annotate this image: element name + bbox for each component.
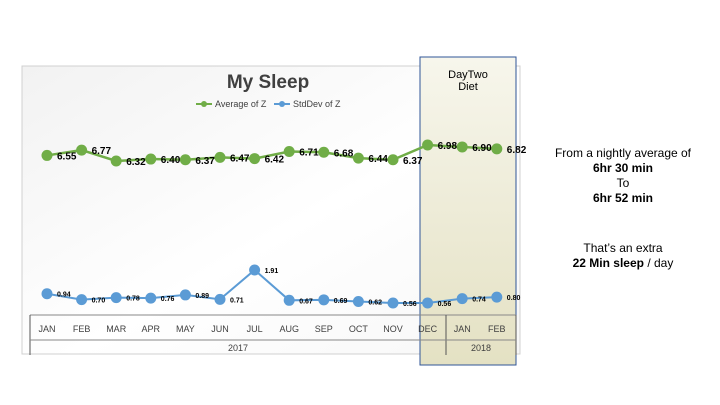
stddev-point [422, 297, 434, 309]
avg-point [249, 153, 261, 165]
avg-data-label: 6.37 [195, 156, 215, 167]
avg-data-label: 6.68 [334, 148, 354, 159]
side-note-line-1: From a nightly average of [554, 146, 692, 160]
avg-data-label: 6.77 [92, 146, 112, 157]
year-group-label: 2017 [228, 343, 248, 353]
avg-point [214, 151, 226, 163]
avg-point [422, 139, 434, 151]
avg-point [387, 154, 399, 166]
avg-point [318, 146, 330, 158]
stddev-data-label: 0.80 [507, 295, 521, 302]
stddev-point [387, 297, 399, 309]
side-note-line-2: 6hr 30 min [592, 161, 654, 175]
stddev-point [352, 296, 364, 308]
stddev-point [214, 293, 226, 305]
avg-data-label: 6.71 [299, 148, 319, 159]
x-tick-label: JAN [454, 324, 471, 334]
side-note-extra-bold: 22 Min sleep [572, 256, 644, 270]
side-note-line-4: 6hr 52 min [592, 191, 654, 205]
avg-point [41, 149, 53, 161]
stddev-point [283, 294, 295, 306]
avg-data-label: 6.55 [57, 151, 77, 162]
side-note-line-3: To [616, 176, 630, 190]
x-tick-label: DEC [418, 324, 438, 334]
legend-label-std: StdDev of Z [293, 99, 341, 109]
side-note-extra-rest: / day [644, 256, 674, 270]
avg-data-label: 6.37 [403, 156, 423, 167]
highlight-label-line-1: DayTwo [448, 69, 488, 81]
avg-point [283, 146, 295, 158]
x-tick-label: MAR [106, 324, 127, 334]
x-tick-label: JUN [211, 324, 229, 334]
avg-data-label: 6.44 [368, 154, 388, 165]
stddev-point [179, 289, 191, 301]
stddev-data-label: 0.76 [161, 296, 175, 303]
stddev-point [41, 288, 53, 300]
x-tick-label: NOV [383, 324, 403, 334]
avg-data-label: 6.32 [126, 157, 146, 168]
avg-point [456, 141, 468, 153]
x-tick-label: JAN [38, 324, 55, 334]
avg-point [145, 153, 157, 165]
stddev-data-label: 1.91 [265, 268, 279, 275]
stddev-data-label: 0.62 [368, 300, 382, 307]
avg-point [352, 152, 364, 164]
highlight-region [419, 56, 517, 366]
stddev-point [318, 294, 330, 306]
stddev-data-label: 0.78 [126, 296, 140, 303]
x-tick-label: FEB [73, 324, 91, 334]
avg-point [76, 144, 88, 156]
stddev-data-label: 0.67 [299, 298, 313, 305]
side-note-bottom: That’s an extra 22 Min sleep / day [540, 241, 706, 271]
stddev-data-label: 0.94 [57, 292, 71, 299]
legend-marker-std [279, 101, 285, 107]
legend-marker-avg [201, 101, 207, 107]
year-group-label: 2018 [471, 343, 491, 353]
avg-data-label: 6.90 [472, 143, 492, 154]
chart-title: My Sleep [227, 72, 309, 93]
highlight-label-line-2: Diet [458, 81, 478, 93]
stddev-data-label: 0.71 [230, 297, 244, 304]
x-tick-label: FEB [488, 324, 506, 334]
avg-series-line [46, 143, 497, 163]
stddev-data-label: 0.89 [195, 293, 209, 300]
stddev-point [76, 294, 88, 306]
avg-data-label: 6.40 [161, 155, 181, 166]
avg-data-label: 6.47 [230, 153, 250, 164]
stddev-point [491, 291, 503, 303]
avg-data-label: 6.42 [265, 155, 285, 166]
stddev-point [110, 292, 122, 304]
stddev-data-label: 0.56 [438, 301, 452, 308]
side-note-line-6: 22 Min sleep / day [540, 256, 706, 271]
legend: Average of Z StdDev of Z [196, 99, 341, 109]
stddev-point [249, 264, 261, 276]
x-tick-label: OCT [349, 324, 369, 334]
stddev-point [145, 292, 157, 304]
x-tick-label: APR [142, 324, 161, 334]
side-note-top: From a nightly average of 6hr 30 min To … [540, 146, 706, 206]
stddev-data-label: 0.69 [334, 298, 348, 305]
stddev-data-label: 0.56 [403, 301, 417, 308]
legend-label-avg: Average of Z [215, 99, 267, 109]
stddev-series-line [46, 268, 497, 304]
x-tick-label: JUL [247, 324, 263, 334]
stddev-data-label: 0.70 [92, 298, 106, 305]
x-tick-label: MAY [176, 324, 195, 334]
avg-point [110, 155, 122, 167]
x-tick-label: AUG [279, 324, 299, 334]
stddev-point [456, 293, 468, 305]
stddev-data-label: 0.74 [472, 297, 486, 304]
avg-point [491, 143, 503, 155]
avg-point [179, 154, 191, 166]
avg-data-label: 6.82 [507, 145, 527, 156]
side-note-line-5: That’s an extra [583, 241, 663, 255]
avg-data-label: 6.98 [438, 141, 458, 152]
x-tick-label: SEP [315, 324, 333, 334]
